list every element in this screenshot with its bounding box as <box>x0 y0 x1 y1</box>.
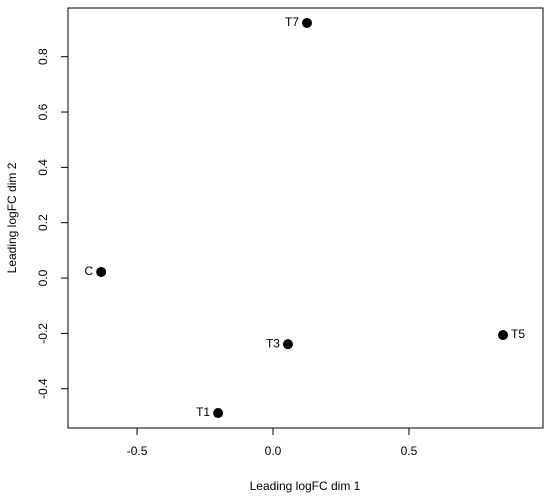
point <box>213 408 224 419</box>
y-tick-label: 0.6 <box>36 103 50 120</box>
x-axis-title: Leading logFC dim 1 <box>250 479 361 493</box>
plot-frame <box>67 7 544 429</box>
x-tick-label: 0.5 <box>401 444 418 458</box>
point <box>96 266 107 277</box>
y-tick-label: 0.8 <box>36 48 50 65</box>
y-tick-label: 0.2 <box>36 214 50 231</box>
point-label: T7 <box>285 15 299 29</box>
point-label: T1 <box>196 405 210 419</box>
y-tick-label: -0.4 <box>36 378 50 399</box>
x-tick-label: -0.5 <box>127 444 148 458</box>
point <box>301 17 312 28</box>
point <box>282 339 293 350</box>
point-label: C <box>84 264 93 278</box>
point-label: T3 <box>266 336 280 350</box>
x-tick-label: 0.0 <box>265 444 282 458</box>
point <box>498 330 509 341</box>
y-tick-label: 0.4 <box>36 159 50 176</box>
y-axis-title: Leading logFC dim 2 <box>5 162 19 273</box>
y-tick-label: -0.2 <box>36 323 50 344</box>
y-tick-label: 0.0 <box>36 269 50 286</box>
point-label: T5 <box>511 327 525 341</box>
